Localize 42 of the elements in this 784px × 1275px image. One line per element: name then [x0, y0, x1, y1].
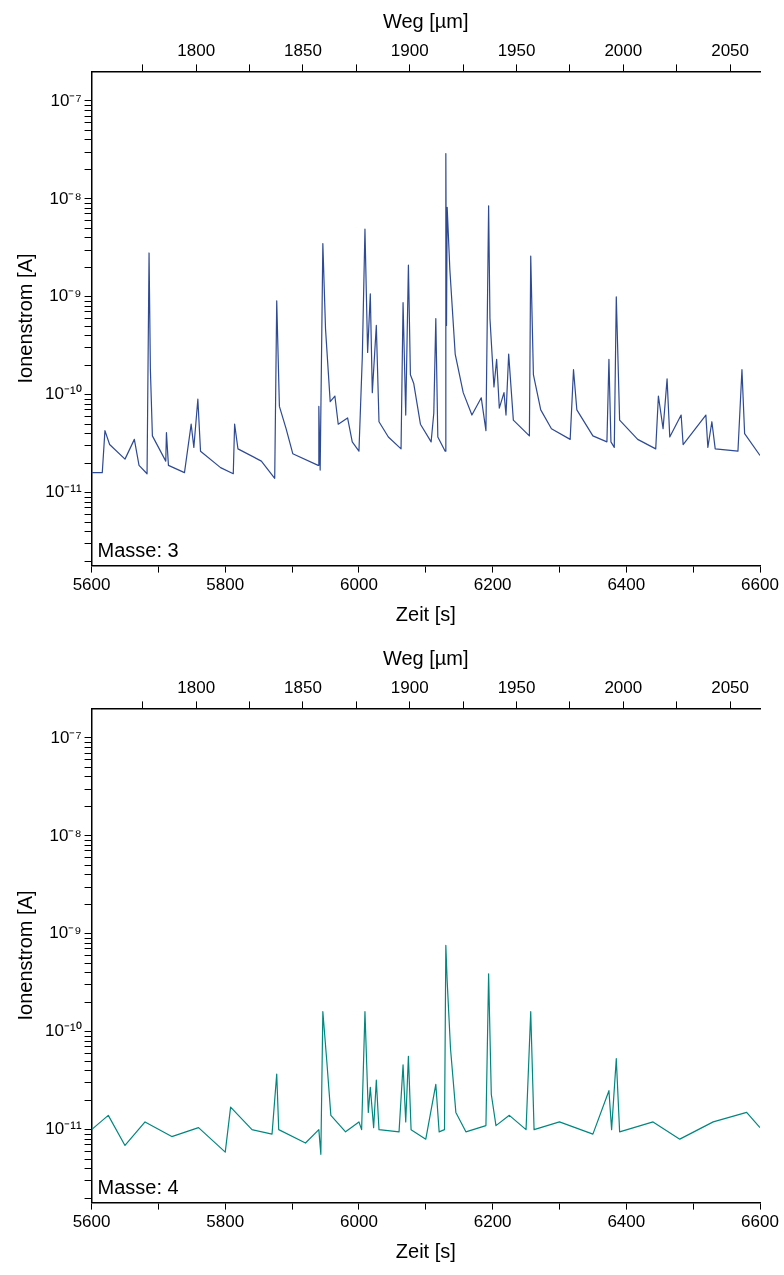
y-tick-label: 10⁻⁷ [50, 90, 82, 110]
x-tick-label: 6600 [741, 575, 779, 595]
x-axis-title: Zeit [s] [395, 602, 456, 625]
x-tick-label: 6400 [607, 1212, 646, 1232]
y-tick-label: 10⁻¹¹ [45, 1119, 82, 1139]
annotation: Masse: 4 [97, 1176, 179, 1199]
x-tick-label: 6400 [607, 575, 646, 595]
x2-axis-title: Weg [µm] [382, 9, 469, 32]
x2-tick-label: 1800 [177, 677, 216, 697]
y-tick-label: 10⁻¹⁰ [44, 1021, 82, 1041]
x2-tick-label: 1800 [177, 40, 216, 60]
x-tick-label: 6200 [473, 1212, 512, 1232]
x2-tick-label: 1850 [284, 677, 322, 697]
y-axis-title: Ionenstrom [A] [13, 890, 36, 1021]
y-axis-title: Ionenstrom [A] [13, 253, 36, 384]
x2-tick-label: 1900 [390, 40, 429, 60]
x2-tick-label: 1900 [390, 677, 429, 697]
y-tick-label: 10⁻⁹ [49, 923, 82, 943]
x-tick-label: 5800 [206, 575, 245, 595]
y-tick-label: 10⁻⁸ [49, 188, 82, 208]
x-axis-title: Zeit [s] [395, 1239, 456, 1262]
y-tick-label: 10⁻⁹ [49, 286, 82, 306]
x-tick-label: 6000 [340, 575, 378, 595]
y-tick-label: 10⁻⁷ [50, 727, 82, 747]
x2-tick-label: 2000 [604, 40, 643, 60]
x-tick-label: 5600 [72, 575, 111, 595]
x2-tick-label: 1950 [497, 40, 536, 60]
x-tick-label: 6600 [741, 1212, 779, 1232]
x2-tick-label: 2050 [711, 677, 750, 697]
x2-tick-label: 1950 [497, 677, 536, 697]
x-tick-label: 6200 [473, 575, 512, 595]
annotation: Masse: 3 [97, 539, 179, 562]
y-tick-label: 10⁻¹⁰ [44, 384, 82, 404]
x-tick-label: 5600 [72, 1212, 111, 1232]
y-tick-label: 10⁻⁸ [49, 825, 82, 845]
x2-tick-label: 2050 [711, 40, 750, 60]
x-tick-label: 6000 [340, 1212, 378, 1232]
x2-axis-title: Weg [µm] [382, 646, 469, 669]
x2-tick-label: 2000 [604, 677, 643, 697]
x2-tick-label: 1850 [284, 40, 322, 60]
y-tick-label: 10⁻¹¹ [45, 482, 82, 502]
x-tick-label: 5800 [206, 1212, 245, 1232]
